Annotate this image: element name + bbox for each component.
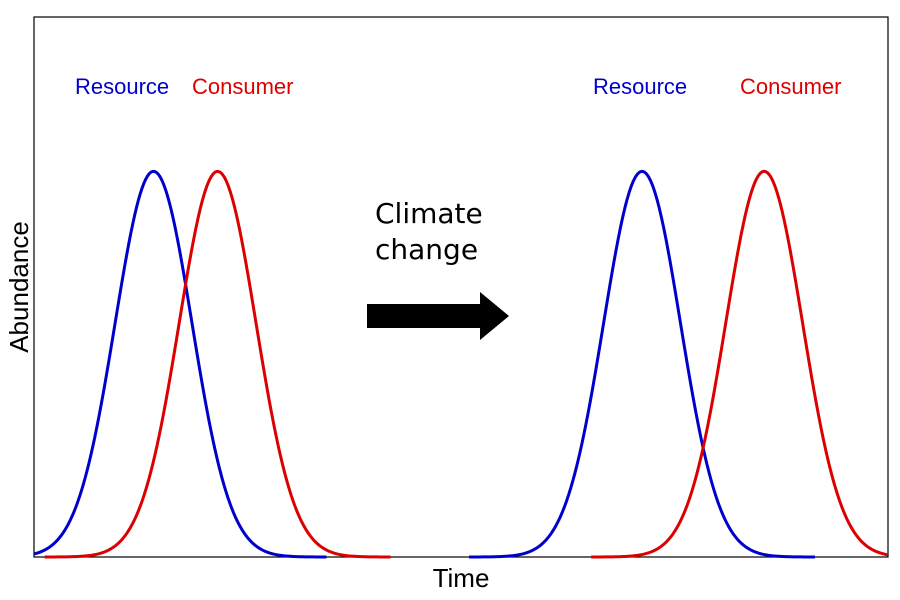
y-axis-title: Abundance	[4, 221, 34, 353]
left-consumer-curve	[44, 169, 391, 559]
right-resource-label: Resource	[593, 74, 687, 99]
climate-change-line1: Climate	[375, 197, 483, 230]
right-resource-curve	[469, 169, 815, 559]
curves-group	[33, 169, 889, 559]
climate-change-line2: change	[375, 233, 478, 266]
left-consumer-label: Consumer	[192, 74, 293, 99]
x-axis-title: Time	[433, 563, 490, 593]
right-consumer-label: Consumer	[740, 74, 841, 99]
right-consumer-curve	[591, 169, 889, 559]
plot-frame	[33, 16, 889, 558]
right-arrow-icon	[367, 292, 509, 340]
left-resource-curve	[33, 169, 327, 559]
left-resource-label: Resource	[75, 74, 169, 99]
